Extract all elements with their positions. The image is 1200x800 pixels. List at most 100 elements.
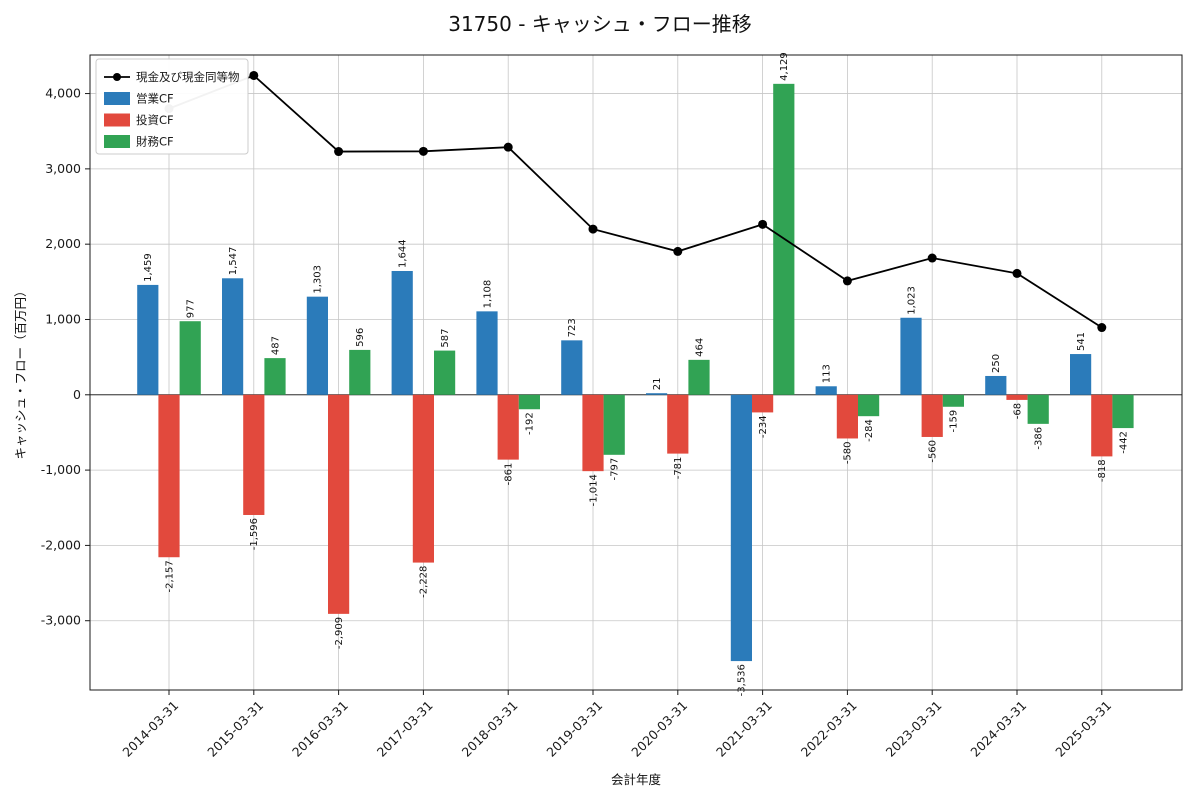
- x-tick-label: 2022-03-31: [798, 698, 860, 760]
- bar-value-label: 1,547: [228, 247, 239, 276]
- x-tick-label: 2018-03-31: [459, 698, 521, 760]
- financing-cf-bar: [858, 394, 880, 417]
- x-tick-label: 2014-03-31: [119, 698, 181, 760]
- financing-cf-bar: [942, 394, 964, 407]
- bar-value-label: -2,228: [419, 566, 430, 598]
- financing-cf-bar: [1112, 394, 1134, 429]
- bar-value-label: 4,129: [779, 52, 790, 81]
- bar-value-label: -234: [758, 415, 769, 438]
- bar-value-label: 21: [652, 377, 663, 390]
- investing-cf-bar: [328, 394, 350, 614]
- operating-cf-bar: [137, 284, 159, 395]
- financing-cf-bar: [1027, 394, 1049, 424]
- bar-value-label: 1,023: [906, 286, 917, 315]
- bar-value-label: -580: [843, 441, 854, 464]
- chart-title: 31750 - キャッシュ・フロー推移: [448, 12, 752, 36]
- y-tick-label: 3,000: [45, 161, 81, 176]
- investing-cf-bar: [667, 394, 689, 454]
- cash-line-marker: [334, 147, 344, 157]
- cash-line-marker: [927, 253, 937, 263]
- legend-box: [95, 58, 249, 155]
- operating-cf-bar: [730, 394, 752, 662]
- bar-value-label: -1,014: [588, 474, 599, 506]
- cash-line-marker: [503, 142, 513, 152]
- x-tick-label: 2025-03-31: [1052, 698, 1114, 760]
- y-tick-label: -3,000: [41, 613, 81, 628]
- bar-value-label: -797: [610, 458, 621, 481]
- bar-value-label: -1,596: [249, 518, 260, 550]
- investing-cf-bar: [1091, 394, 1113, 457]
- operating-cf-bar: [476, 311, 498, 395]
- cash-line-marker: [673, 246, 683, 256]
- bar-value-label: 113: [822, 364, 833, 383]
- bar-value-label: 587: [440, 328, 451, 347]
- bar-value-label: 464: [694, 338, 705, 357]
- bar-value-label: 541: [1076, 332, 1087, 351]
- financing-cf-bar: [518, 394, 540, 410]
- financing-cf-bar: [179, 321, 201, 395]
- investing-cf-bar: [243, 394, 265, 515]
- bar-value-label: -2,909: [334, 617, 345, 649]
- y-tick-label: -1,000: [41, 462, 81, 477]
- bar-value-label: 1,459: [143, 253, 154, 282]
- legend-line-marker: [113, 73, 121, 81]
- x-tick-label: 2017-03-31: [374, 698, 436, 760]
- bar-value-label: -159: [949, 410, 960, 433]
- investing-cf-bar: [836, 394, 858, 439]
- legend-label: 現金及び現金同等物: [136, 70, 240, 84]
- legend-swatch: [104, 92, 130, 105]
- bar-value-label: 977: [186, 299, 197, 318]
- financing-cf-bar: [349, 349, 371, 395]
- y-tick-label: -2,000: [41, 537, 81, 552]
- investing-cf-bar: [412, 394, 434, 563]
- investing-cf-bar: [1006, 394, 1028, 400]
- bar-value-label: -781: [673, 457, 684, 480]
- bar-value-label: -386: [1034, 427, 1045, 450]
- bar-value-label: 1,644: [398, 239, 409, 268]
- investing-cf-bar: [752, 394, 774, 413]
- y-tick-label: 4,000: [45, 86, 81, 101]
- x-tick-label: 2016-03-31: [289, 698, 351, 760]
- plot-area: 1,459 1,547 1,303 1,644 1,108 723 21 -3,536 113 1…: [41, 52, 1183, 760]
- investing-cf-bar: [158, 394, 180, 558]
- cash-line-marker: [418, 146, 428, 156]
- bar-value-label: 723: [567, 318, 578, 337]
- cash-equivalents-line: [168, 74, 1103, 329]
- bar-value-label: -192: [525, 412, 536, 435]
- bar-value-label: -861: [504, 463, 515, 486]
- cash-line-marker: [842, 276, 852, 286]
- financing-cf-bar: [603, 394, 625, 455]
- cash-line-marker: [1012, 268, 1022, 278]
- cash-line-marker: [588, 224, 598, 234]
- investing-cf-bar: [497, 394, 519, 460]
- x-tick-label: 2015-03-31: [204, 698, 266, 760]
- y-axis-title: キャッシュ・フロー（百万円）: [13, 284, 28, 459]
- bar-value-label: -442: [1118, 431, 1129, 454]
- financing-cf-bar: [434, 350, 456, 395]
- legend-label: 投資CF: [136, 113, 174, 127]
- investing-cf-bar: [582, 394, 604, 472]
- cash-line-marker: [249, 70, 259, 80]
- operating-cf-bar: [900, 317, 922, 395]
- plot-border: [89, 54, 1183, 691]
- legend-swatch: [104, 135, 130, 148]
- bar-value-label: -560: [928, 440, 939, 463]
- legend-label: 財務CF: [136, 135, 174, 149]
- operating-cf-bar: [222, 278, 244, 395]
- investing-cf-bar: [921, 394, 943, 437]
- operating-cf-bar: [1070, 354, 1092, 395]
- bar-value-label: 1,303: [313, 265, 324, 294]
- x-tick-label: 2019-03-31: [543, 698, 605, 760]
- y-tick-label: 0: [73, 387, 81, 402]
- bar-value-label: -3,536: [737, 664, 748, 696]
- operating-cf-bar: [646, 393, 668, 395]
- bar-value-label: 1,108: [482, 280, 493, 309]
- legend-label: 営業CF: [136, 92, 174, 106]
- bar-value-label: -2,157: [164, 560, 175, 592]
- bar-value-label: -284: [864, 419, 875, 442]
- operating-cf-bar: [815, 386, 837, 395]
- x-tick-label: 2023-03-31: [883, 698, 945, 760]
